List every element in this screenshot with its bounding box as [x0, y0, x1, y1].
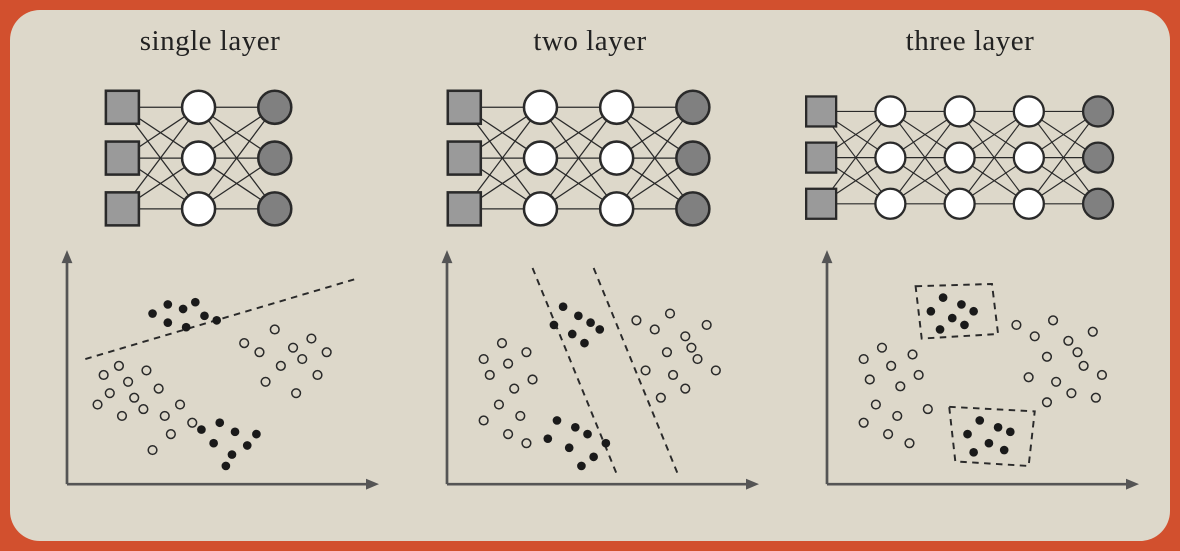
scatter-plot-single [30, 248, 390, 508]
panel-three-layer: three layer [780, 25, 1160, 521]
network-diagram-single [30, 73, 390, 233]
panel-title: three layer [906, 25, 1035, 58]
scatter-plot-two [410, 248, 770, 508]
scatter-plot-three [790, 248, 1150, 508]
diagram-frame: single layer two layer three layer [10, 10, 1170, 541]
panel-title: single layer [140, 25, 280, 58]
network-diagram-two [410, 73, 770, 233]
network-diagram-three [790, 73, 1150, 233]
panel-title: two layer [533, 25, 646, 58]
panel-two-layer: two layer [400, 25, 780, 521]
panel-single-layer: single layer [20, 25, 400, 521]
